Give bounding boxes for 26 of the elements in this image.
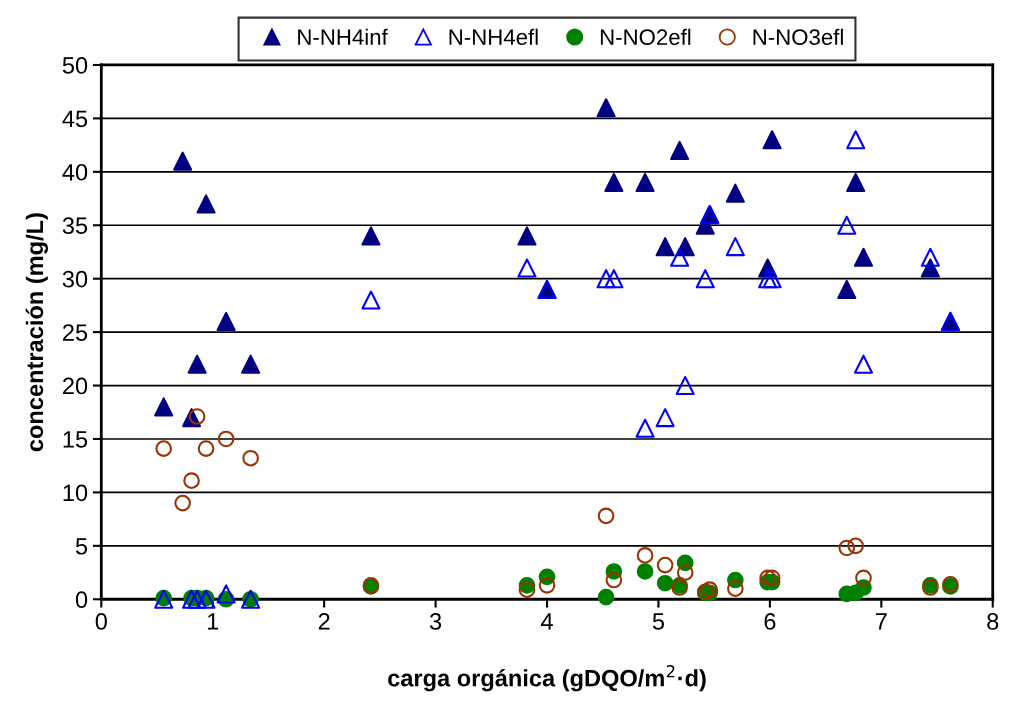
x-tick-label: 3 [429,613,442,630]
y-tick-label: 40 [62,163,88,181]
x-tick-label: 1 [207,613,219,630]
y-tick-label: 25 [63,324,88,341]
x-tick-label: 8 [987,613,999,630]
y-tick-label: 10 [63,484,88,502]
y-axis-title: concentración (mg/L) [25,213,48,452]
legend-label: N-NH4efl [449,28,538,46]
y-tick-label: 50 [62,57,88,74]
legend-label: N-NH4inf [298,28,388,45]
legend-label: N-NO3efl [753,28,843,46]
x-tick-label: 0 [95,613,107,630]
y-tick-label: 0 [75,591,88,609]
x-tick-label: 6 [764,613,776,630]
x-axis-title: carga orgánica (gDQO/m$^{2}$·d) [388,665,706,692]
legend-label: N-NO2efl [600,28,691,46]
x-tick-label: 4 [541,613,553,630]
y-tick-label: 45 [62,110,88,128]
x-tick-label: 2 [318,613,330,630]
y-tick-label: 5 [75,538,88,555]
x-tick-label: 5 [652,613,665,630]
y-tick-label: 20 [63,377,88,395]
y-tick-label: 15 [63,431,88,448]
y-tick-label: 35 [62,217,88,235]
x-tick-label: 7 [875,613,887,630]
y-tick-label: 30 [62,270,88,288]
